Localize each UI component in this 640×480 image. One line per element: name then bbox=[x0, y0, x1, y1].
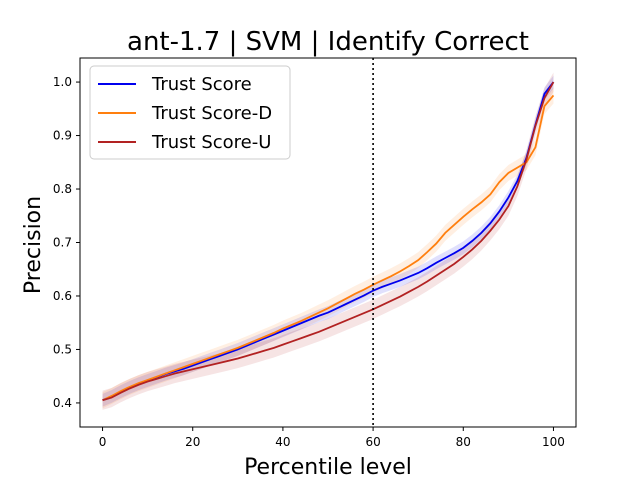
x-axis-ticks: 0 20 40 60 80 100 bbox=[99, 427, 565, 449]
x-tick-label: 100 bbox=[542, 435, 565, 449]
y-tick-label: 1.0 bbox=[53, 75, 72, 89]
series-lines bbox=[102, 81, 555, 402]
y-tick-label: 0.9 bbox=[53, 129, 72, 143]
series-line-2 bbox=[102, 81, 555, 402]
y-tick-label: 0.8 bbox=[53, 182, 72, 196]
legend-label-1: Trust Score-D bbox=[151, 103, 272, 124]
legend-label-0: Trust Score bbox=[151, 74, 252, 95]
x-tick-label: 60 bbox=[365, 435, 380, 449]
confidence-bands bbox=[102, 72, 554, 410]
chart-title: ant-1.7 | SVM | Identify Correct bbox=[127, 27, 529, 57]
y-axis-ticks: 0.4 0.5 0.6 0.7 0.8 0.9 1.0 bbox=[53, 75, 80, 410]
series-line-1 bbox=[102, 94, 555, 402]
y-tick-label: 0.5 bbox=[53, 342, 72, 356]
band-1 bbox=[102, 87, 554, 409]
series-line-0 bbox=[102, 81, 555, 402]
x-tick-label: 80 bbox=[456, 435, 471, 449]
legend-label-2: Trust Score-U bbox=[151, 132, 271, 153]
band-2 bbox=[102, 72, 554, 410]
y-axis-label: Precision bbox=[21, 196, 46, 294]
legend-box bbox=[89, 65, 291, 160]
x-tick-label: 20 bbox=[185, 435, 200, 449]
x-tick-label: 0 bbox=[99, 435, 107, 449]
y-tick-label: 0.4 bbox=[53, 396, 72, 410]
x-axis-label: Percentile level bbox=[244, 455, 412, 480]
x-tick-label: 40 bbox=[275, 435, 290, 449]
y-tick-label: 0.6 bbox=[53, 289, 72, 303]
y-tick-label: 0.7 bbox=[53, 236, 72, 250]
legend: Trust Score Trust Score-D Trust Score-U bbox=[89, 65, 291, 160]
